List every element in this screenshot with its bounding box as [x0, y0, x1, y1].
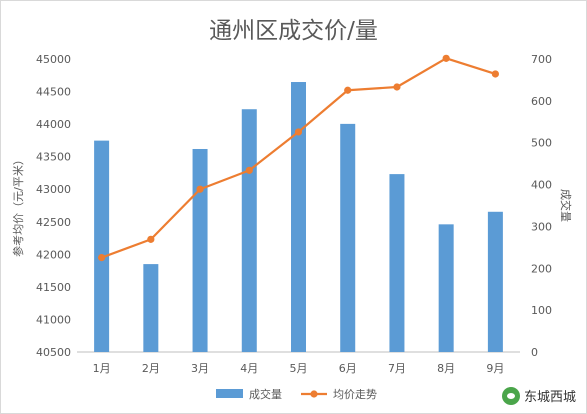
y-left-tick-label: 41000	[36, 313, 71, 326]
line-point	[196, 185, 204, 193]
bar	[340, 123, 356, 352]
bar	[192, 148, 208, 352]
x-tick-label: 3月	[191, 362, 209, 375]
bar	[94, 140, 110, 352]
y-right-tick-label: 400	[531, 179, 552, 192]
y-right-tick-label: 200	[531, 262, 552, 275]
wechat-icon	[501, 386, 520, 405]
y-right-tick-label: 500	[531, 137, 552, 150]
watermark-text: 东城西城	[523, 390, 576, 405]
y-left-tick-label: 42500	[36, 216, 71, 229]
y-left-tick-label: 44500	[36, 86, 71, 99]
bar	[487, 211, 503, 352]
bar	[438, 224, 454, 352]
y-left-tick-label: 42000	[36, 248, 71, 261]
line-point	[442, 54, 450, 62]
legend-bar-label: 成交量	[249, 387, 282, 401]
y-right-tick-label: 100	[531, 304, 552, 317]
y-right-tick-label: 300	[531, 220, 552, 233]
line-point	[294, 128, 303, 136]
y-right-tick-label: 700	[531, 53, 552, 66]
x-tick-label: 2月	[142, 362, 160, 375]
x-tick-label: 1月	[93, 362, 111, 375]
line-point	[491, 70, 499, 78]
x-tick-label: 5月	[290, 362, 308, 375]
y-right-tick-label: 600	[531, 95, 552, 108]
line-point	[147, 235, 155, 243]
y-left-axis-title: 参考均价（元/平米）	[11, 154, 25, 257]
y-left-tick-label: 41500	[36, 281, 71, 294]
y-left-tick-label: 43500	[36, 151, 71, 164]
bar	[241, 109, 257, 352]
y-left-tick-label: 44000	[36, 118, 71, 131]
chart-title: 通州区成交价/量	[209, 18, 378, 44]
line-point	[344, 86, 352, 94]
bar	[291, 82, 306, 353]
line-point	[245, 166, 253, 174]
y-left-tick-label: 40500	[36, 346, 71, 359]
watermark: 东城西城	[501, 386, 576, 405]
y-right-tick-label: 0	[531, 346, 538, 359]
x-tick-label: 9月	[486, 362, 504, 375]
bar	[143, 264, 159, 352]
x-tick-label: 7月	[388, 362, 406, 375]
legend-bar-swatch	[216, 389, 243, 398]
legend-line-label: 均价走势	[333, 388, 377, 401]
legend-line-marker	[310, 390, 318, 398]
x-tick-label: 4月	[240, 362, 258, 375]
x-tick-label: 6月	[339, 362, 357, 375]
y-left-tick-label: 43000	[36, 183, 71, 196]
line-point	[98, 253, 106, 262]
line-point	[393, 83, 401, 91]
y-left-tick-label: 45000	[36, 53, 71, 66]
y-right-axis-title: 成交量	[559, 189, 573, 222]
bar	[389, 174, 405, 352]
x-tick-label: 8月	[437, 362, 455, 375]
